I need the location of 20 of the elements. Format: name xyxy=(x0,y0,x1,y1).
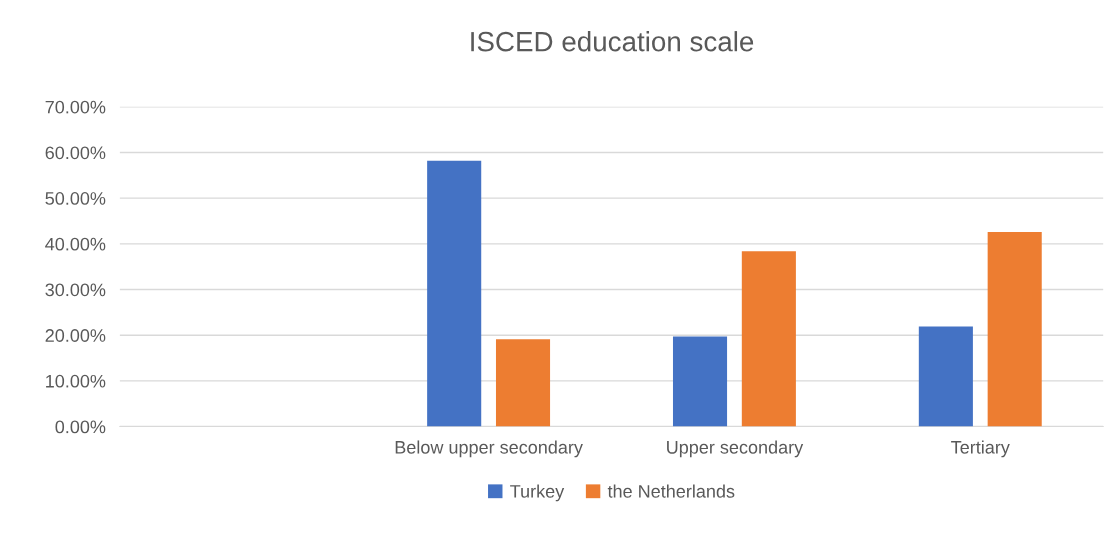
y-tick-label: 30.00% xyxy=(45,283,106,297)
y-tick-label: 10.00% xyxy=(46,374,106,388)
bar xyxy=(427,160,482,427)
x-tick-label: Below upper secondary xyxy=(395,440,583,458)
y-tick-label: 0.00% xyxy=(55,420,106,434)
x-tick-label: Tertiary xyxy=(951,440,1010,458)
bar xyxy=(918,326,973,427)
bar xyxy=(741,251,796,427)
y-tick-label: 50.00% xyxy=(45,192,106,205)
legend-label: the Netherlands xyxy=(607,484,735,498)
y-tick-label: 70.00% xyxy=(45,100,106,114)
y-tick-label: 40.00% xyxy=(45,237,106,251)
bar xyxy=(495,339,551,427)
bar xyxy=(987,231,1042,427)
x-tick-label: Upper secondary xyxy=(667,440,804,458)
y-tick-label: 60.00% xyxy=(45,146,106,160)
y-tick-label: 20.00% xyxy=(45,329,106,342)
legend-label: Turkey xyxy=(510,484,565,502)
bar xyxy=(672,336,728,427)
chart-title: ISCED education scale xyxy=(471,31,754,52)
